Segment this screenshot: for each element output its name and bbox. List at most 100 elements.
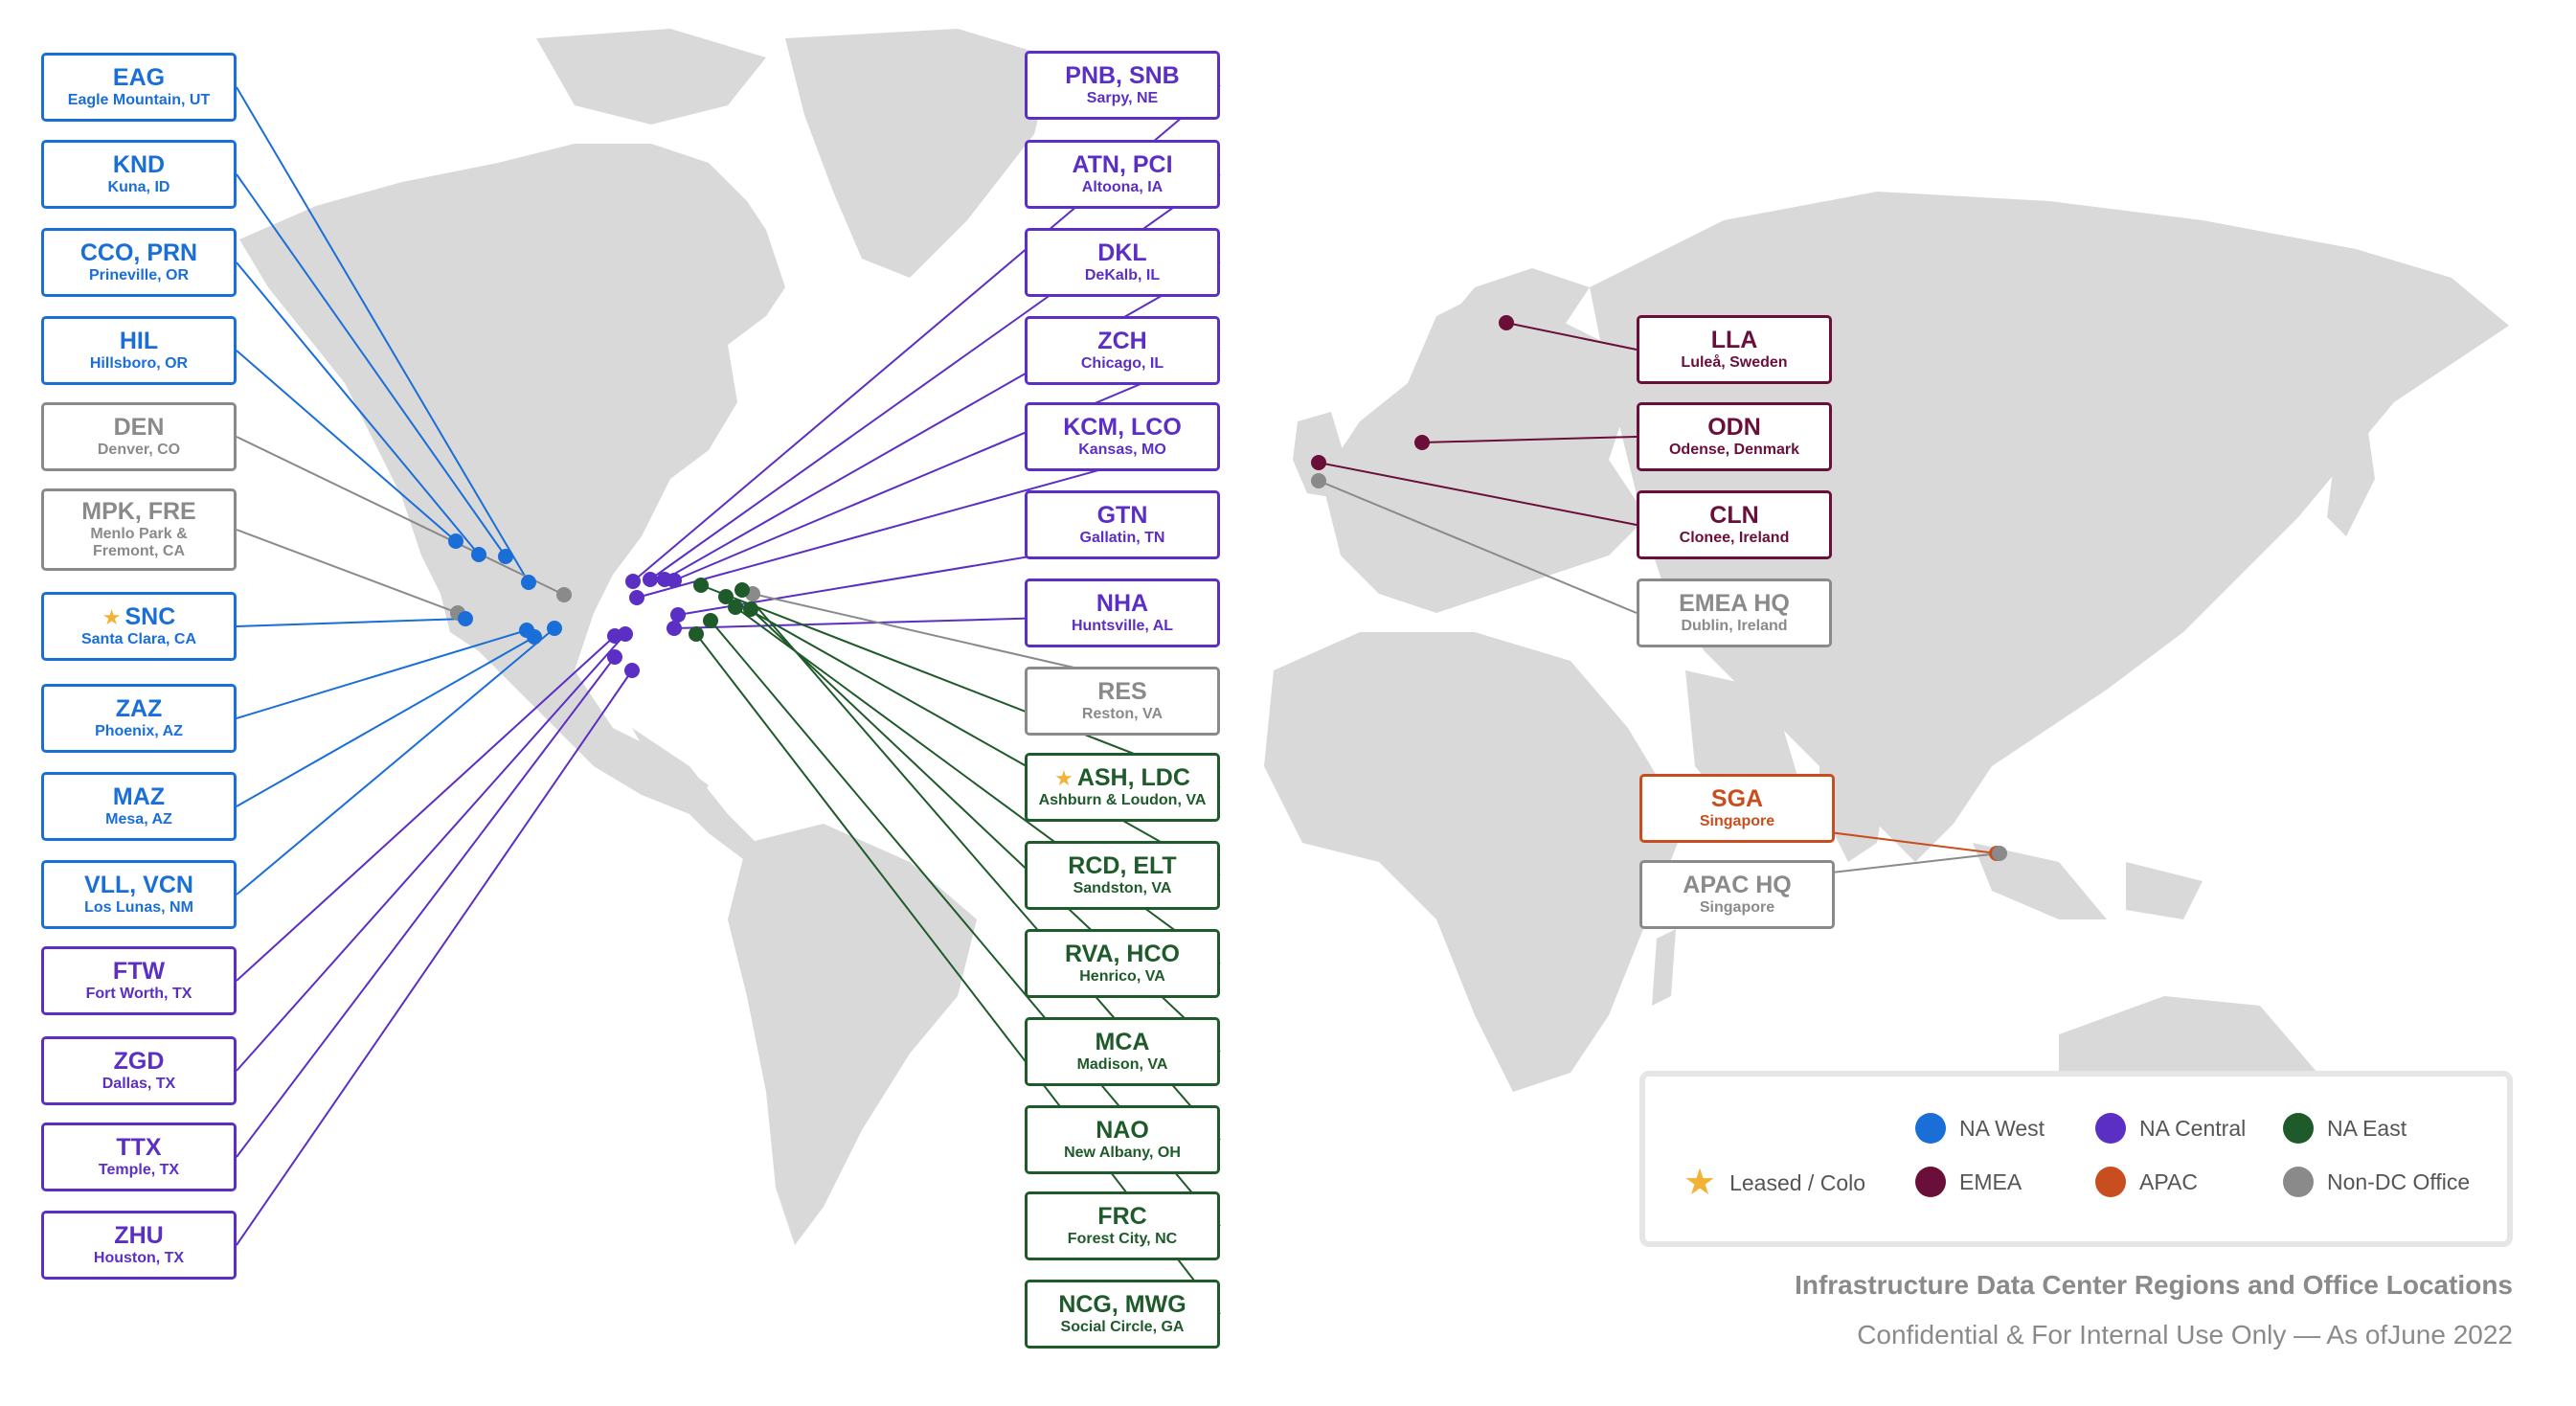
legend-label: Leased / Colo [1729,1169,1866,1195]
connector-line [236,86,530,583]
legend-item-emea: EMEA [1915,1167,2022,1197]
legend-label: Non-DC Office [2327,1168,2471,1194]
site-code: NCG, MWG [1058,1291,1186,1319]
site-location: Hillsboro, OR [89,355,189,373]
site-code: SGA [1710,785,1764,813]
site-marker [527,629,542,645]
na-east-dot-icon [2283,1113,2314,1144]
site-location: Menlo Park & Fremont, CA [90,525,188,560]
arctic-islands [536,29,766,125]
site-location: DeKalb, IL [1084,267,1161,284]
legend-label: NA Central [2139,1115,2247,1141]
star-icon: ★ [1054,766,1073,791]
site-code: LLA [1710,327,1758,354]
connector-line [1421,436,1638,443]
scandinavia [1398,268,1590,450]
site-marker [734,582,750,598]
site-location: Sarpy, NE [1086,90,1159,107]
site-code: ZAZ [115,695,163,723]
site-location: Sandston, VA [1073,880,1172,897]
site-box-maz: MAZ Mesa, AZ [41,772,237,841]
site-location: Clonee, Ireland [1679,530,1790,547]
site-marker [624,663,640,678]
site-code: NAO [1096,1117,1149,1145]
site-location: Houston, TX [93,1250,185,1267]
site-marker [743,601,758,617]
central-america [632,728,766,862]
site-marker [1414,435,1430,450]
site-location: Kuna, ID [107,179,170,196]
site-box-nao: NAO New Albany, OH [1025,1105,1220,1174]
site-box-kcm-lco: KCM, LCO Kansas, MO [1025,402,1220,471]
site-box-atn-pci: ATN, PCI Altoona, IA [1025,140,1220,209]
site-code: PNB, SNB [1065,62,1180,90]
site-marker [547,621,562,636]
site-code: VLL, VCN [84,872,193,899]
legend-label: EMEA [1959,1168,2022,1194]
site-location: Huntsville, AL [1071,618,1174,635]
site-location: Temple, TX [98,1162,180,1179]
site-box-odn: ODN Odense, Denmark [1637,402,1832,471]
map-subtitle: Confidential & For Internal Use Only — A… [1857,1320,2513,1349]
site-marker [728,600,743,615]
connector-line [1318,462,1638,526]
connector-line [236,627,555,896]
connector-line [236,669,633,1246]
europe [1322,287,1647,613]
british-isles [1293,412,1345,498]
site-box-gtn: GTN Gallatin, TN [1025,490,1220,559]
site-location: Dallas, TX [102,1076,176,1093]
site-marker [556,587,572,602]
connector-line [236,350,457,542]
site-location: Chicago, IL [1080,355,1164,373]
site-box-knd: KND Kuna, ID [41,140,237,209]
site-box-emea-hq: EMEA HQ Dublin, Ireland [1637,578,1832,647]
site-marker [643,572,658,587]
connector-line [1505,322,1638,351]
connector-line [725,596,1221,876]
site-box-hil: HIL Hillsboro, OR [41,316,237,385]
site-location: Henrico, VA [1079,968,1165,986]
site-box-frc: FRC Forest City, NC [1025,1191,1220,1260]
site-location: Los Lunas, NM [84,899,193,917]
site-code: ATN, PCI [1072,151,1173,179]
site-marker [667,573,682,588]
site-location: Reston, VA [1081,706,1164,723]
emea-dot-icon [1915,1167,1946,1197]
site-location: Eagle Mountain, UT [67,92,211,109]
connector-line [236,436,565,596]
site-box-zhu: ZHU Houston, TX [41,1211,237,1280]
legend-item-na-east: NA East [2283,1113,2407,1144]
site-code: TTX [116,1134,162,1162]
site-marker [693,578,709,593]
site-marker [458,611,473,626]
legend-label: NA East [2327,1115,2407,1141]
connector-line [1318,480,1638,614]
site-location: Denver, CO [97,442,181,459]
site-location: Phoenix, AZ [95,723,183,740]
site-code: RVA, HCO [1065,941,1180,968]
site-location: Forest City, NC [1067,1231,1178,1248]
site-box-ash-ldc: ★ ASH, LDC Ashburn & Loudon, VA [1025,753,1220,822]
connector-line [236,173,507,557]
site-marker [607,649,622,665]
site-box-ncg-mwg: NCG, MWG Social Circle, GA [1025,1280,1220,1349]
africa [1264,632,1685,1092]
madagascar [1652,929,1676,1006]
site-code: ASH, LDC [1076,764,1190,792]
legend-item-na-central: NA Central [2095,1113,2246,1144]
site-code: NHA [1096,590,1149,618]
site-location: Santa Clara, CA [80,631,197,648]
site-code: MCA [1095,1029,1150,1056]
land-masses [239,29,2509,1245]
map-title: Infrastructure Data Center Regions and O… [1795,1270,2513,1300]
na-west-dot-icon [1915,1113,1946,1144]
site-marker [625,574,641,589]
connector-line [236,529,459,614]
legend-item-na-west: NA West [1915,1113,2045,1144]
star-icon: ★ [1683,1163,1717,1203]
site-location: Singapore [1699,813,1775,830]
site-location: Social Circle, GA [1060,1319,1185,1336]
site-marker [718,589,734,604]
star-icon: ★ [102,605,122,630]
